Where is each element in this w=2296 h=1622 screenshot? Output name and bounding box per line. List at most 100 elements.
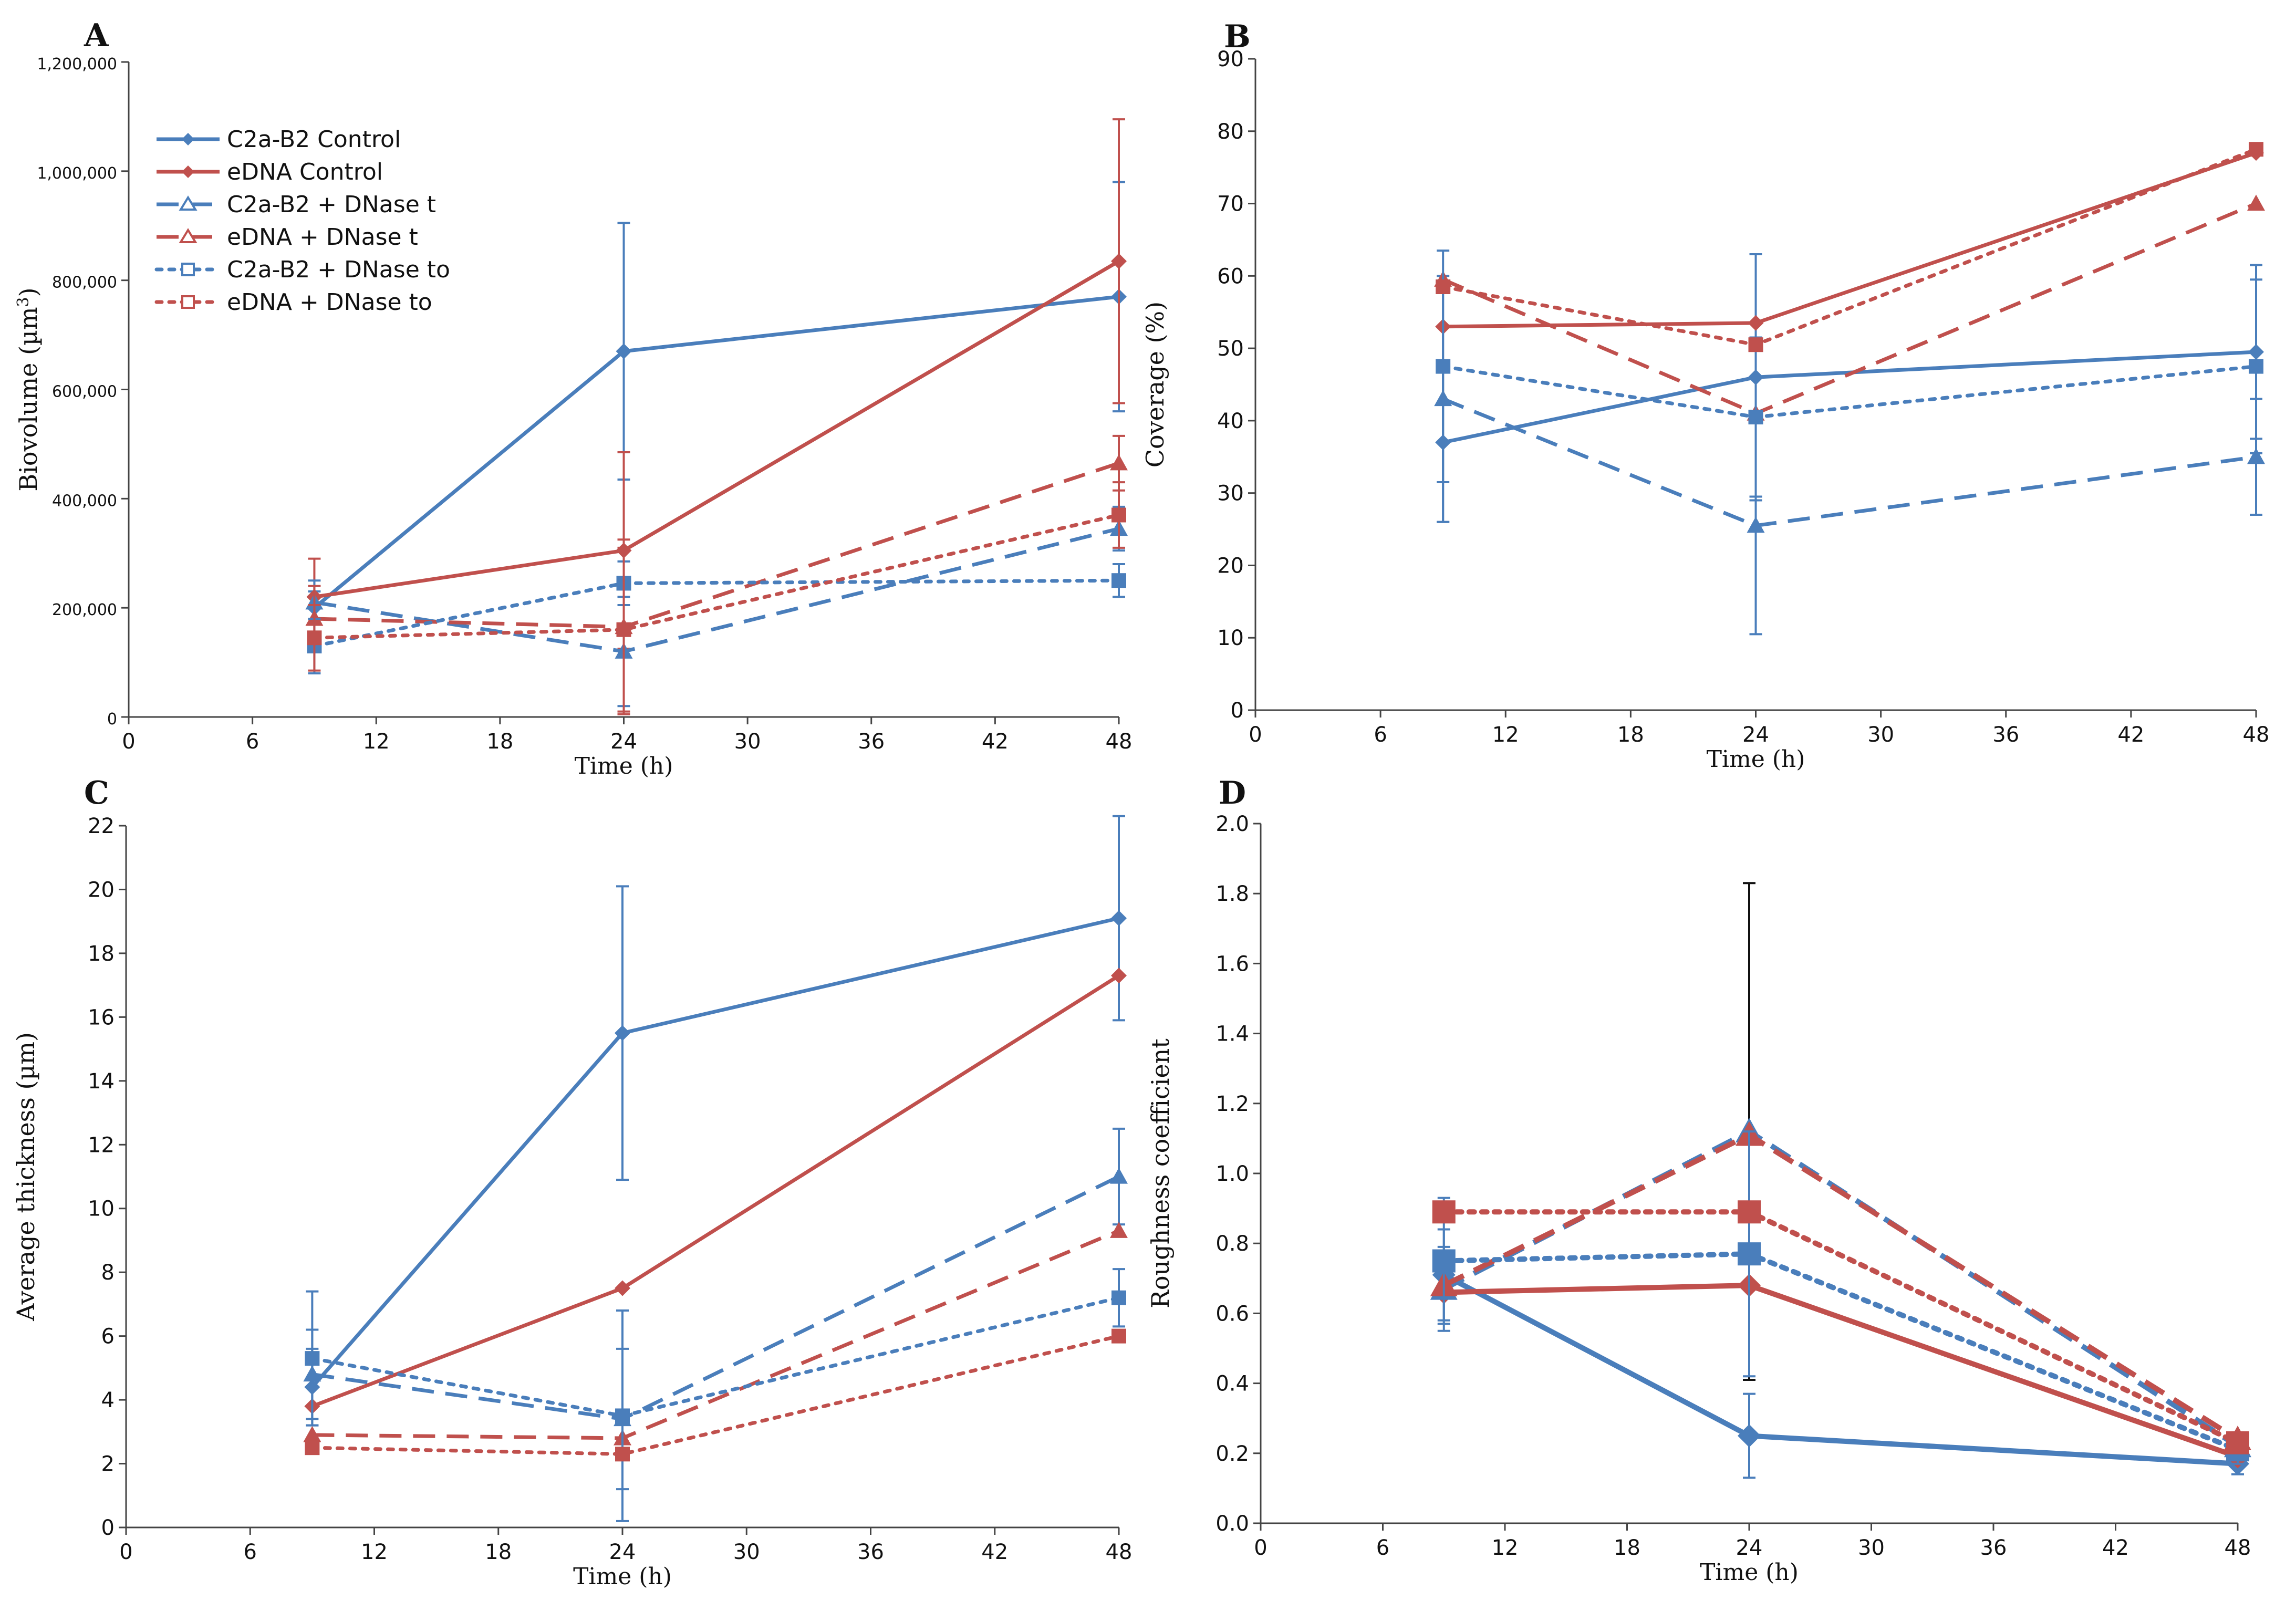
data-point <box>1738 1424 1761 1448</box>
x-tick-label: 0 <box>1249 723 1262 747</box>
y-tick-label: 1.2 <box>1215 1092 1249 1116</box>
x-tick-label: 24 <box>610 730 637 754</box>
series-edna-dnase-to <box>305 1328 1126 1462</box>
y-tick-label: 12 <box>88 1133 115 1157</box>
data-point <box>2249 142 2263 157</box>
data-point <box>1432 1200 1456 1224</box>
x-tick-label: 18 <box>486 730 513 754</box>
legend-marker <box>179 228 198 243</box>
y-axis-label-main: Biovolume (µm <box>14 307 43 491</box>
x-tick-label: 12 <box>1492 1536 1519 1560</box>
x-tick-label: 30 <box>733 1540 760 1564</box>
y-tick-label: 0 <box>101 1516 115 1540</box>
x-axis-label: Time (h) <box>1707 746 1805 773</box>
legend-marker <box>182 165 194 178</box>
data-point <box>615 1025 630 1041</box>
y-tick-label: 10 <box>1217 626 1244 650</box>
x-tick-label: 6 <box>1374 723 1387 747</box>
y-tick-label: 90 <box>1217 47 1244 71</box>
data-point <box>1436 279 1451 294</box>
series-edna-dnase-to <box>1432 1200 2249 1454</box>
panel-letter: A <box>84 17 109 54</box>
y-tick-label: 80 <box>1217 120 1244 144</box>
y-tick-label: 16 <box>88 1005 115 1030</box>
x-tick-label: 0 <box>119 1540 132 1564</box>
y-tick-label: 60 <box>1217 264 1244 288</box>
x-axis-label: Time (h) <box>575 753 673 779</box>
y-tick-label: 1,000,000 <box>37 164 117 183</box>
x-tick-label: 42 <box>981 1540 1008 1564</box>
series-c2a-b2-dnase-t <box>1434 275 2265 636</box>
x-tick-label: 48 <box>1106 730 1133 754</box>
y-tick-label: 18 <box>88 942 115 966</box>
legend-label: eDNA Control <box>227 159 383 185</box>
y-tick-label: 0.6 <box>1215 1302 1249 1326</box>
data-point <box>305 1440 320 1455</box>
x-tick-label: 48 <box>2225 1536 2251 1560</box>
y-tick-label: 10 <box>88 1197 115 1221</box>
series-line <box>1441 147 2258 347</box>
x-tick-label: 42 <box>982 730 1009 754</box>
x-tick-label: 24 <box>1742 723 1769 747</box>
legend-marker <box>179 195 198 211</box>
series-c2a-b2-dnase-to <box>1436 249 2263 498</box>
y-tick-label: 14 <box>88 1069 115 1094</box>
x-tick-label: 18 <box>485 1540 512 1564</box>
x-tick-label: 36 <box>857 1540 884 1564</box>
legend-marker <box>181 295 195 309</box>
y-tick-label: 2 <box>101 1452 115 1477</box>
y-tick-label: 4 <box>101 1388 115 1412</box>
data-point <box>1436 359 1451 374</box>
y-tick-label: 600,000 <box>52 383 117 401</box>
series-c2a-b2-control <box>306 181 1127 626</box>
series-edna-dnase-to <box>1436 142 2263 352</box>
y-tick-label: 0 <box>107 710 117 729</box>
data-point <box>615 1280 630 1296</box>
data-point <box>2226 1431 2249 1454</box>
x-tick-label: 30 <box>1858 1536 1885 1560</box>
x-tick-label: 24 <box>609 1540 636 1564</box>
series-line <box>1441 1251 2240 1453</box>
x-tick-label: 12 <box>1492 723 1519 747</box>
data-point <box>615 1408 630 1423</box>
y-tick-label: 0 <box>1231 699 1244 723</box>
data-point <box>1111 910 1127 927</box>
y-tick-label: 0.4 <box>1215 1372 1249 1396</box>
x-tick-label: 6 <box>246 730 259 754</box>
x-tick-label: 0 <box>122 730 135 754</box>
legend-label: C2a-B2 + DNase to <box>227 256 450 283</box>
panel-letter: D <box>1219 775 1246 812</box>
y-tick-label: 400,000 <box>52 492 117 510</box>
series-line <box>1441 1209 2240 1446</box>
data-point <box>1111 573 1126 588</box>
y-tick-label: 0.8 <box>1215 1232 1249 1256</box>
series-edna-dnase-t <box>305 434 1128 715</box>
y-tick-label: 1.0 <box>1215 1162 1249 1186</box>
y-tick-label: 40 <box>1217 409 1244 433</box>
x-tick-label: 36 <box>858 730 885 754</box>
panel-letter: C <box>84 775 109 812</box>
data-point <box>307 630 322 646</box>
data-point <box>2249 359 2263 374</box>
y-tick-label: 1.8 <box>1215 882 1249 906</box>
y-axis-label: Average thickness (µm) <box>12 1032 40 1322</box>
y-tick-label: 20 <box>1217 554 1244 578</box>
series-c2a-b2-control <box>1432 1228 2249 1479</box>
legend: C2a-B2 Control eDNA Control C2a-B2 + DNase… <box>154 126 450 316</box>
series-line <box>312 513 1121 640</box>
y-tick-label: 2.0 <box>1215 812 1249 836</box>
chart-panel-a: A 0 200,000 400,000 600,000 800,000 1,000,000 1… <box>14 17 1132 779</box>
series-line <box>312 578 1121 648</box>
y-tick-label: 70 <box>1217 192 1244 216</box>
x-axis-label: Time (h) <box>573 1563 672 1590</box>
y-tick-label: 20 <box>88 878 115 902</box>
data-point <box>615 1447 630 1462</box>
data-point <box>1738 1200 1761 1224</box>
y-tick-label: 22 <box>88 814 115 838</box>
y-axis-label: Roughness coefficient <box>1146 1038 1175 1308</box>
series-line <box>312 1229 1120 1440</box>
data-point <box>1748 410 1763 424</box>
data-point <box>303 1426 321 1442</box>
